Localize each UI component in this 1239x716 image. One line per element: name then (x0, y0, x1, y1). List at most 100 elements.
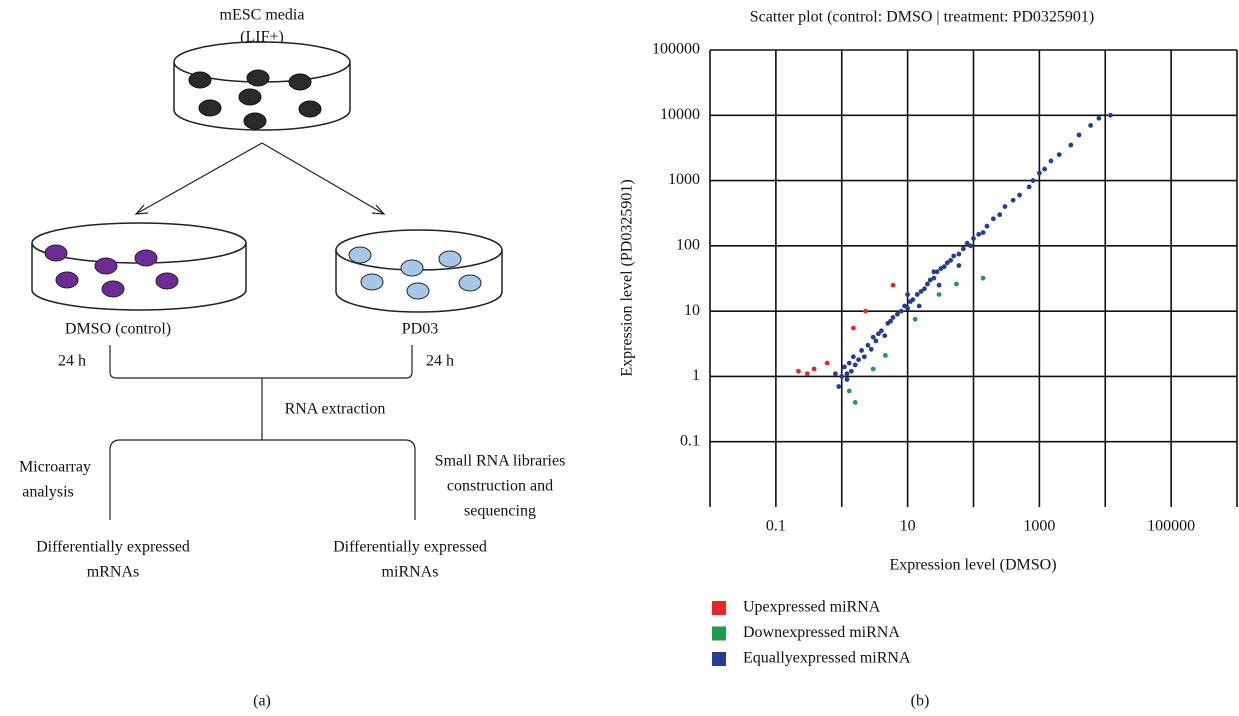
y-tick-label: 10 (684, 302, 700, 319)
cells (188, 69, 322, 130)
point (941, 264, 947, 270)
point (1030, 178, 1036, 183)
point (863, 308, 868, 314)
point (944, 260, 950, 266)
point (850, 354, 856, 360)
point (870, 366, 876, 372)
point (997, 212, 1003, 218)
arrow (135, 142, 263, 215)
point (960, 246, 966, 252)
point (836, 384, 842, 389)
arrow-head (134, 204, 149, 215)
y-tick-label: 1000 (668, 171, 700, 188)
point (883, 352, 888, 358)
point (968, 243, 973, 249)
point (912, 316, 918, 322)
point (916, 303, 922, 309)
y-axis-label: Expression level (PD0325901) (619, 179, 636, 376)
point (856, 357, 861, 363)
point (980, 230, 986, 235)
point (848, 368, 854, 374)
point (918, 289, 924, 294)
result-label: miRNAs (382, 564, 439, 581)
point (859, 348, 864, 353)
top-label: mESC media (220, 7, 305, 24)
point (844, 377, 850, 382)
caption: (b) (911, 693, 930, 710)
point (890, 282, 896, 288)
point (1017, 192, 1022, 198)
point (811, 366, 817, 372)
arrow-head (371, 204, 386, 215)
point (861, 354, 867, 360)
x-tick-label: 100000 (1147, 518, 1195, 535)
y-tick-label: 100 (676, 237, 700, 254)
point (948, 257, 954, 263)
right-time: 24 h (426, 353, 454, 370)
x-tick-label: 1000 (1023, 518, 1055, 535)
point (951, 253, 957, 259)
point (875, 331, 881, 337)
point (936, 282, 942, 288)
point (956, 251, 962, 257)
y-tick-label: 1 (692, 367, 700, 384)
legend-swatch (712, 601, 726, 615)
point (976, 231, 982, 237)
point (1088, 122, 1094, 128)
point (879, 328, 884, 334)
point (953, 281, 959, 287)
point (956, 263, 962, 268)
right-label: PD03 (402, 321, 438, 338)
point (846, 360, 852, 366)
result-label: mRNAs (87, 564, 139, 581)
point (1026, 184, 1032, 190)
point (1096, 115, 1102, 121)
point (925, 281, 930, 287)
legend-swatch (712, 652, 726, 666)
point (796, 368, 801, 374)
point (839, 374, 845, 379)
y-tick-label: 10000 (660, 106, 700, 123)
method-label: construction and (447, 478, 553, 495)
result-label: Differentially expressed (333, 539, 487, 556)
point (990, 216, 996, 222)
point (905, 306, 911, 311)
point (888, 318, 893, 324)
point (971, 236, 976, 241)
left-label: DMSO (control) (65, 321, 171, 338)
point (936, 292, 942, 297)
point (804, 371, 810, 377)
point (868, 346, 874, 352)
point (1076, 132, 1082, 138)
legend-label: Upexpressed miRNA (743, 599, 881, 616)
bracket (109, 439, 416, 520)
point (890, 315, 896, 320)
left-time: 24 h (58, 353, 86, 370)
method-label: Microarray (19, 459, 91, 476)
point (852, 362, 858, 368)
point (842, 364, 847, 370)
method-label: sequencing (464, 503, 536, 520)
method-label: analysis (22, 484, 74, 501)
point (870, 334, 876, 340)
bracket (109, 345, 413, 379)
legend-label: Equallyexpressed miRNA (743, 650, 911, 667)
point (844, 371, 850, 377)
point (980, 275, 986, 281)
point (1010, 197, 1016, 203)
point (1002, 204, 1008, 209)
chart-title: Scatter plot (control: DMSO | treatment:… (750, 9, 1094, 26)
method-label: Small RNA libraries (435, 453, 566, 470)
point (832, 371, 838, 377)
point (931, 269, 937, 275)
point (1108, 112, 1113, 118)
point (922, 286, 927, 292)
legend-swatch (712, 626, 726, 641)
extraction-label: RNA extraction (285, 401, 386, 418)
result-label: Differentially expressed (36, 539, 190, 556)
point (984, 223, 990, 229)
point (824, 360, 830, 366)
x-axis-label: Expression level (DMSO) (889, 557, 1056, 574)
caption: (a) (253, 693, 271, 710)
